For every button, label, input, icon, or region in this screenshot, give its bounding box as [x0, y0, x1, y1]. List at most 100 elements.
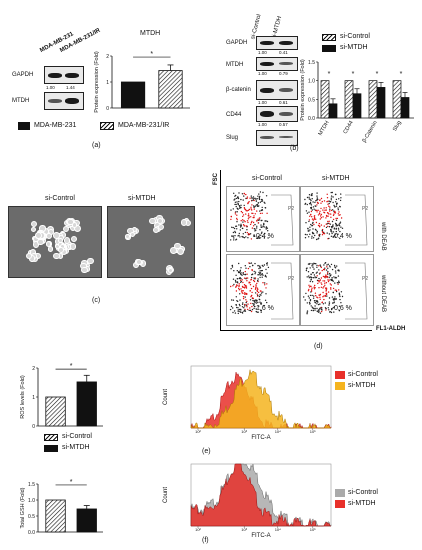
event-dot [337, 283, 339, 285]
event-dot [308, 297, 310, 299]
event-dot [258, 217, 260, 219]
event-dot [245, 299, 247, 301]
event-dot [306, 313, 308, 315]
event-dot [313, 274, 316, 276]
event-dot [325, 274, 327, 276]
event-dot [333, 311, 335, 313]
event-dot [246, 231, 248, 234]
bar [400, 97, 410, 119]
event-dot [235, 211, 237, 213]
event-dot [328, 303, 331, 305]
event-dot [254, 299, 256, 302]
event-dot [265, 195, 268, 197]
event-dot [256, 282, 258, 285]
event-dot [315, 272, 318, 274]
event-dot [315, 294, 317, 297]
event-dot [316, 192, 318, 194]
event-dot [329, 210, 331, 212]
event-dot [263, 304, 265, 307]
event-dot [256, 299, 258, 302]
y-tick-label: 0.5 [28, 514, 35, 520]
event-dot [233, 199, 235, 201]
event-dot [332, 214, 335, 217]
event-dot [318, 237, 320, 239]
event-dot [243, 273, 245, 276]
y-tick-label: 0.0 [28, 530, 35, 536]
event-dot [325, 226, 328, 229]
event-dot [238, 200, 240, 203]
event-dot [328, 202, 330, 205]
event-dot [306, 311, 308, 314]
event-dot [316, 307, 318, 310]
event-dot [245, 209, 247, 212]
event-dot [250, 287, 253, 290]
event-dot [244, 303, 246, 306]
event-dot [258, 295, 261, 298]
event-dot [319, 303, 321, 305]
event-dot [236, 214, 238, 216]
event-dot [233, 270, 235, 272]
event-dot [311, 265, 313, 267]
event-dot [237, 271, 240, 274]
cell [149, 217, 156, 225]
event-dot [330, 263, 333, 266]
event-dot [320, 207, 322, 210]
event-dot [319, 298, 321, 300]
event-dot [242, 297, 245, 300]
event-dot [304, 233, 307, 236]
event-dot [254, 262, 256, 265]
event-dot [247, 237, 249, 239]
event-dot [306, 234, 308, 236]
event-dot [242, 214, 245, 216]
event-dot [261, 231, 263, 233]
event-dot [264, 282, 266, 284]
event-dot [333, 235, 336, 237]
cell [87, 257, 94, 265]
event-dot [249, 309, 252, 312]
event-dot [260, 303, 262, 305]
flow-plot-control-nodeab [226, 254, 300, 326]
event-dot [337, 275, 340, 277]
event-dot [316, 197, 318, 199]
event-dot [308, 236, 310, 238]
event-dot [247, 215, 249, 217]
event-dot [248, 208, 251, 211]
event-dot [240, 288, 242, 290]
y-tick-label: 1.5 [308, 60, 315, 66]
cell [31, 226, 37, 233]
cell [52, 252, 60, 260]
event-dot [252, 302, 254, 305]
gapdh-label: GAPDH [12, 72, 34, 78]
event-dot [340, 226, 342, 228]
event-dot [265, 220, 267, 222]
event-dot [265, 293, 267, 295]
event-dot [264, 232, 266, 235]
event-dot [311, 287, 313, 289]
flow-plot-mtdh-deab [300, 186, 374, 252]
legend-b-control: si-Control [340, 33, 370, 40]
event-dot [314, 301, 316, 303]
event-dot [235, 274, 237, 276]
event-dot [254, 235, 256, 237]
event-dot [335, 227, 338, 230]
event-dot [246, 210, 249, 212]
event-dot [230, 215, 232, 218]
bar [76, 381, 97, 427]
event-dot [260, 234, 262, 236]
legend-a-parental-swatch [18, 122, 30, 130]
event-dot [263, 222, 265, 225]
cell [81, 266, 88, 274]
event-dot [250, 208, 252, 210]
event-dot [264, 207, 267, 209]
event-dot [311, 281, 314, 283]
event-dot [261, 269, 263, 272]
event-dot [307, 227, 309, 230]
event-dot [309, 300, 312, 302]
event-dot [259, 201, 262, 203]
event-dot [328, 200, 330, 202]
event-dot [246, 280, 248, 282]
event-dot [308, 288, 310, 291]
event-dot [311, 209, 313, 211]
significance-star: * [70, 479, 73, 486]
d-x-axis-arrow [220, 330, 372, 331]
